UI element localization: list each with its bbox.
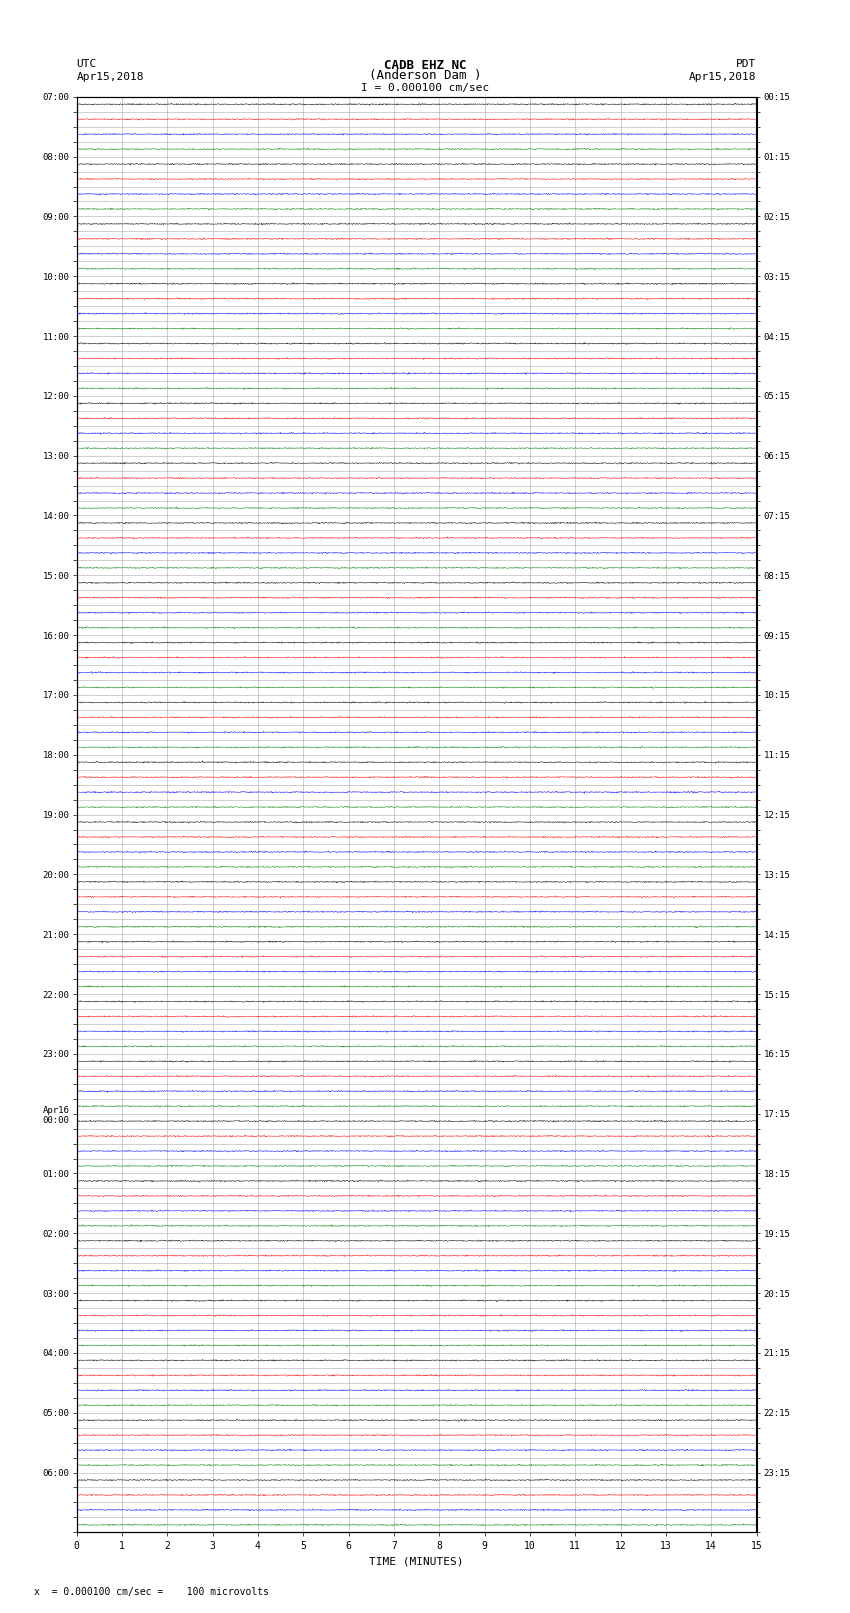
- Text: CADB EHZ NC: CADB EHZ NC: [383, 58, 467, 71]
- Text: Apr15,2018: Apr15,2018: [689, 73, 756, 82]
- Text: UTC: UTC: [76, 60, 97, 69]
- Text: (Anderson Dam ): (Anderson Dam ): [369, 69, 481, 82]
- Text: Apr15,2018: Apr15,2018: [76, 73, 144, 82]
- Text: PDT: PDT: [736, 60, 756, 69]
- Text: x  = 0.000100 cm/sec =    100 microvolts: x = 0.000100 cm/sec = 100 microvolts: [34, 1587, 269, 1597]
- X-axis label: TIME (MINUTES): TIME (MINUTES): [369, 1557, 464, 1566]
- Text: I = 0.000100 cm/sec: I = 0.000100 cm/sec: [361, 82, 489, 92]
